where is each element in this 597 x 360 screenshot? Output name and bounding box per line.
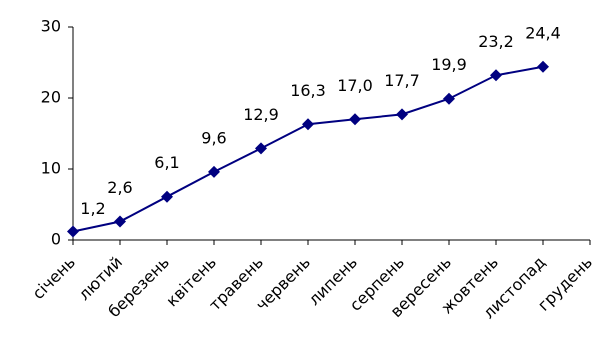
x-tick-label: січень bbox=[28, 253, 79, 304]
point-marker bbox=[255, 142, 267, 155]
y-tick-label: 10 bbox=[41, 159, 61, 178]
point-marker bbox=[349, 113, 361, 126]
y-tick-label: 20 bbox=[41, 88, 61, 107]
data-label: 16,3 bbox=[290, 81, 326, 100]
data-label: 9,6 bbox=[201, 128, 226, 147]
data-label: 23,2 bbox=[478, 32, 514, 51]
y-tick-label: 30 bbox=[41, 17, 61, 36]
point-marker bbox=[67, 225, 79, 238]
point-marker bbox=[537, 60, 549, 73]
data-label: 1,2 bbox=[80, 199, 105, 218]
point-marker bbox=[443, 92, 455, 105]
data-label: 17,0 bbox=[337, 76, 373, 95]
data-label: 19,9 bbox=[431, 55, 467, 74]
data-label: 2,6 bbox=[107, 178, 132, 197]
point-marker bbox=[161, 190, 173, 203]
point-marker bbox=[302, 118, 314, 131]
point-marker bbox=[208, 165, 220, 178]
point-marker bbox=[114, 215, 126, 228]
point-marker bbox=[490, 69, 502, 82]
data-label: 6,1 bbox=[154, 153, 179, 172]
data-label: 17,7 bbox=[384, 71, 420, 90]
data-label: 24,4 bbox=[525, 23, 561, 42]
y-tick-label: 0 bbox=[51, 230, 61, 249]
point-marker bbox=[396, 108, 408, 121]
data-label: 12,9 bbox=[243, 105, 279, 124]
